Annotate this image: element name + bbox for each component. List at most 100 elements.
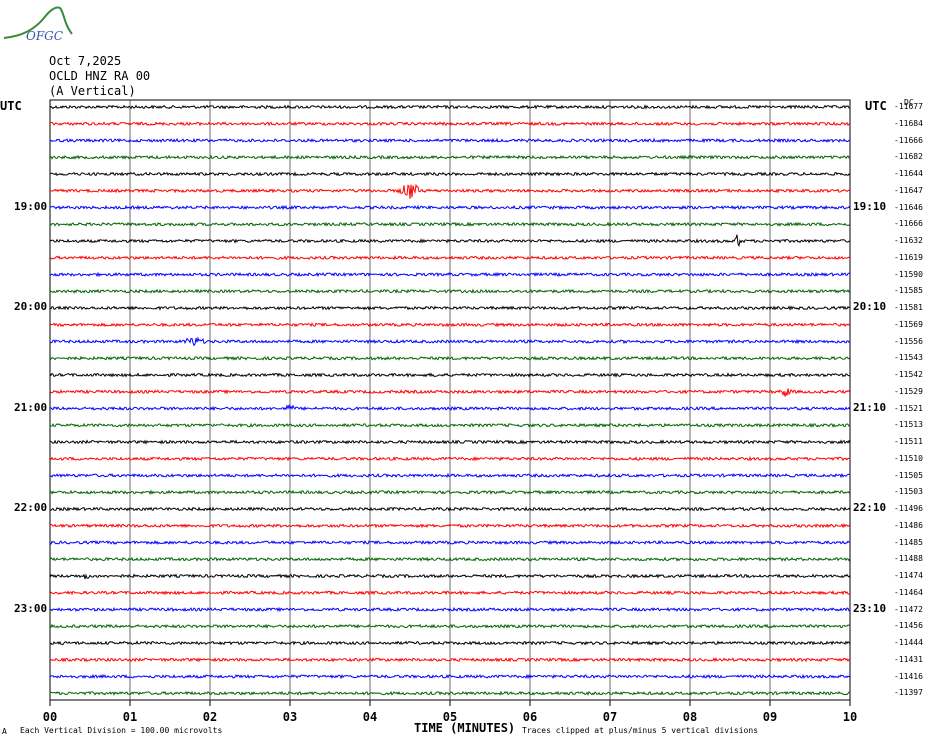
trace-line xyxy=(49,556,851,562)
trace-line xyxy=(49,623,851,629)
trace-line xyxy=(49,590,851,596)
utc-right-label: UTC xyxy=(865,99,887,113)
trace-dc-value: -11619 xyxy=(894,252,923,262)
right-time-label: 23:10 xyxy=(853,601,887,615)
trace-line xyxy=(49,573,851,580)
trace-line xyxy=(49,439,851,445)
trace-dc-value: -11456 xyxy=(894,621,923,631)
trace-line xyxy=(49,171,851,177)
x-tick-label: 07 xyxy=(603,710,617,724)
footer-corner: A xyxy=(2,727,7,736)
x-tick-group: 00 01 02 03 04 05 06 07 08 09 10 xyxy=(43,700,857,724)
trace-dc-value: -11543 xyxy=(894,353,923,363)
trace-dc-value: -11542 xyxy=(894,370,923,379)
trace-dc-value: -11510 xyxy=(894,453,923,463)
trace-dc-value: -11474 xyxy=(894,571,923,580)
dc-label: DC xyxy=(904,98,914,107)
trace-line xyxy=(49,489,851,495)
trace-dc-value: -11581 xyxy=(894,303,923,312)
trace-dc-value: -11521 xyxy=(894,403,923,413)
x-tick-label: 08 xyxy=(683,710,697,724)
trace-dc-value: -11488 xyxy=(894,554,923,564)
trace-line xyxy=(49,288,851,294)
trace-line xyxy=(49,403,851,412)
trace-dc-value: -11585 xyxy=(894,286,923,296)
x-tick-label: 05 xyxy=(443,710,457,724)
ofgc-logo-text: OFGC xyxy=(26,29,63,43)
trace-dc-value: -11529 xyxy=(894,386,923,396)
x-tick-label: 04 xyxy=(363,710,377,724)
trace-line xyxy=(49,322,851,328)
trace-dc-value: -11666 xyxy=(894,219,923,229)
right-time-label: 19:10 xyxy=(853,199,887,213)
utc-left-label: UTC xyxy=(0,99,22,113)
trace-dc-value: -11464 xyxy=(894,587,923,597)
trace-line xyxy=(49,606,851,613)
trace-dc-value: -11472 xyxy=(894,604,923,614)
header-station: OCLD HNZ RA 00 xyxy=(49,69,151,83)
trace-group xyxy=(49,104,851,696)
trace-line xyxy=(49,271,851,278)
trace-dc-value: -11647 xyxy=(894,185,923,195)
x-tick-label: 10 xyxy=(843,710,857,724)
trace-dc-value: -11666 xyxy=(894,135,923,145)
trace-line xyxy=(49,137,851,144)
trace-line xyxy=(49,690,851,696)
trace-dc-value: -11569 xyxy=(894,319,923,329)
trace-line xyxy=(49,336,851,347)
trace-dc-value: -11444 xyxy=(894,638,923,647)
trace-line xyxy=(49,183,851,199)
trace-line xyxy=(49,154,851,160)
trace-line xyxy=(49,673,851,680)
trace-dc-value: -11646 xyxy=(894,202,923,212)
trace-dc-value: -11485 xyxy=(894,537,923,547)
trace-line xyxy=(49,121,851,127)
trace-line xyxy=(49,204,851,211)
footer-scale-note: Each Vertical Division = 100.00 microvol… xyxy=(20,726,223,735)
trace-dc-value: -11677 xyxy=(894,102,923,111)
x-tick-label: 02 xyxy=(203,710,217,724)
trace-line xyxy=(49,422,851,428)
x-tick-label: 06 xyxy=(523,710,537,724)
trace-line xyxy=(49,388,851,397)
trace-dc-value: -11503 xyxy=(894,487,923,497)
x-tick-label: 03 xyxy=(283,710,297,724)
header-date: Oct 7,2025 xyxy=(49,54,122,68)
trace-line xyxy=(49,506,851,512)
left-time-label: 19:00 xyxy=(14,199,48,213)
trace-line xyxy=(49,455,851,462)
trace-dc-value: -11397 xyxy=(894,688,923,698)
trace-line xyxy=(49,234,851,248)
trace-line xyxy=(49,657,851,663)
left-time-label: 23:00 xyxy=(14,601,48,615)
trace-dc-value: -11496 xyxy=(894,504,923,513)
right-time-label: 20:10 xyxy=(853,300,887,313)
trace-dc-value: -11431 xyxy=(894,654,923,664)
left-time-label: 20:00 xyxy=(14,300,48,313)
trace-line xyxy=(49,472,851,479)
x-axis-label: TIME (MINUTES) xyxy=(414,721,516,735)
trace-dc-value: -11590 xyxy=(894,269,923,279)
trace-line xyxy=(49,104,851,110)
trace-dc-value: -11511 xyxy=(894,437,923,446)
trace-dc-value: -11556 xyxy=(894,336,923,346)
trace-dc-value: -11416 xyxy=(894,671,923,681)
ofgc-logo: OFGC xyxy=(3,6,73,43)
right-time-label: 22:10 xyxy=(853,501,887,514)
trace-line xyxy=(49,355,851,361)
trace-dc-value: -11684 xyxy=(894,118,923,128)
x-tick-label: 09 xyxy=(763,710,777,724)
trace-dc-value: -11682 xyxy=(894,152,923,162)
trace-dc-value: -11513 xyxy=(894,420,923,430)
trace-dc-value: -11644 xyxy=(894,169,923,178)
x-tick-label: 01 xyxy=(123,710,137,724)
trace-line xyxy=(49,539,850,545)
right-time-label: 21:10 xyxy=(853,400,887,414)
footer-clip-note: Traces clipped at plus/minus 5 vertical … xyxy=(522,726,759,735)
left-time-label: 22:00 xyxy=(14,501,48,514)
left-time-label: 21:00 xyxy=(14,400,48,414)
trace-line xyxy=(49,221,851,227)
trace-line xyxy=(49,523,851,529)
trace-line xyxy=(49,305,851,311)
